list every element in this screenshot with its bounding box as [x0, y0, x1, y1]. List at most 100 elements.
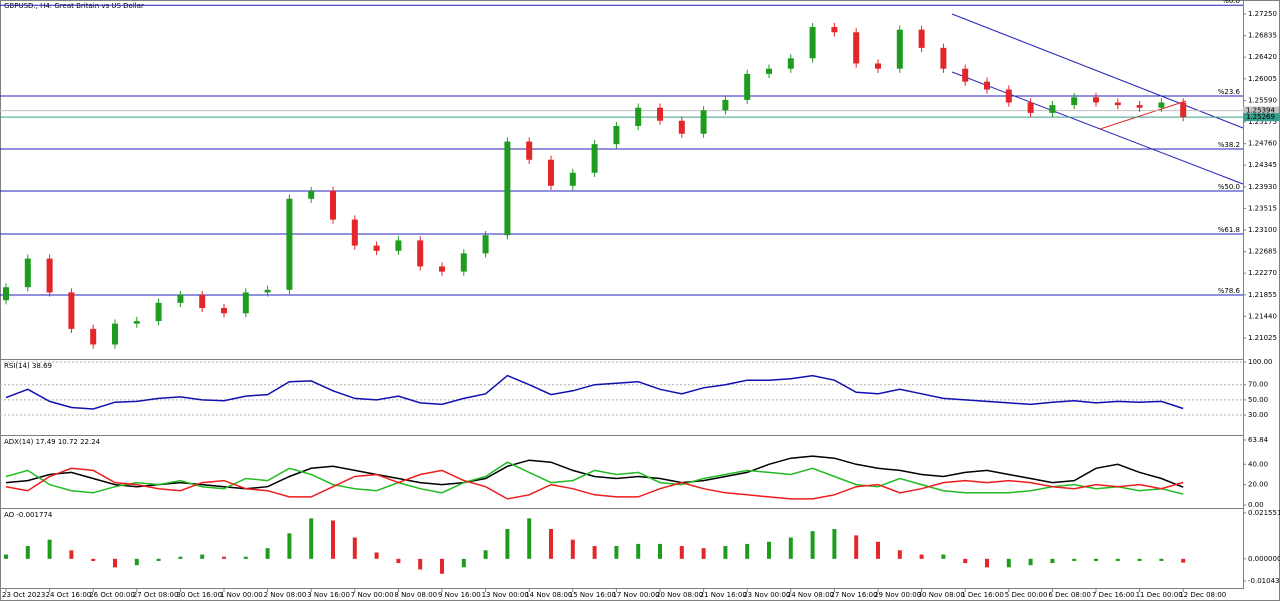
x-tick-label: 5 Dec 00:00: [1005, 591, 1048, 599]
ao-bar: [1137, 558, 1142, 561]
y-tick-label: 1.23930: [1248, 183, 1277, 191]
candle-body: [264, 289, 271, 293]
x-tick-label: 1 Dec 16:00: [961, 591, 1004, 599]
x-tick-label: 27 Oct 08:00: [133, 591, 179, 599]
ao-bar: [723, 546, 728, 559]
candle-body: [766, 68, 772, 74]
ao-bar: [331, 520, 335, 559]
candle-body: [133, 321, 140, 324]
fib-label: %50.0: [1218, 183, 1240, 191]
y-tick-label: 1.24760: [1248, 140, 1277, 148]
ao-bar: [788, 537, 793, 559]
candle-body: [1093, 97, 1099, 103]
ao-bar: [745, 543, 750, 559]
y-tick-label: 1.23515: [1248, 204, 1277, 212]
candle-body: [984, 81, 990, 90]
price-tag-label: 1.25394: [1246, 107, 1275, 115]
x-tick-label: 23 Oct 2023: [2, 591, 45, 599]
candle-body: [940, 47, 947, 69]
candle-body: [962, 68, 969, 82]
y-tick-label: 1.24345: [1248, 161, 1277, 169]
fib-label: %23.6: [1218, 88, 1241, 96]
y-tick-label: 0.000000: [1248, 555, 1280, 563]
y-tick-label: 50.00: [1248, 396, 1268, 404]
ao-bar: [832, 529, 837, 559]
ao-bar: [985, 558, 989, 568]
candle-body: [395, 240, 402, 251]
x-tick-label: 15 Nov 16:00: [569, 591, 616, 599]
ao-bar: [1050, 558, 1055, 564]
x-tick-label: 23 Nov 00:00: [743, 591, 790, 599]
candle-body: [1027, 102, 1034, 113]
ao-bar: [47, 539, 52, 559]
candle-body: [308, 190, 315, 199]
y-tick-label: -0.010434: [1248, 577, 1280, 585]
y-tick-label: 0.021551: [1248, 509, 1280, 517]
ao-bar: [156, 558, 161, 561]
candle-body: [809, 27, 816, 59]
x-tick-label: 30 Nov 08:00: [918, 591, 965, 599]
candle-body: [613, 125, 620, 145]
x-tick-label: 27 Nov 16:00: [830, 591, 877, 599]
x-tick-label: 9 Nov 16:00: [438, 591, 481, 599]
x-tick-label: 2 Nov 08:00: [264, 591, 307, 599]
candle-body: [1136, 105, 1143, 108]
candle-body: [853, 32, 860, 64]
ao-bar: [549, 529, 553, 559]
price-tag: [1243, 113, 1279, 122]
ao-bar: [1072, 558, 1077, 561]
x-tick-label: 6 Dec 08:00: [1048, 591, 1091, 599]
candle-body: [221, 308, 227, 314]
candle-body: [1005, 89, 1012, 103]
ao-bar: [69, 550, 74, 559]
candle-body: [24, 258, 31, 288]
candle-body: [90, 328, 97, 345]
candle-body: [722, 99, 729, 111]
x-tick-label: 1 Nov 00:00: [220, 591, 263, 599]
ao-bar: [461, 558, 466, 568]
ao-bar: [919, 554, 924, 559]
ao-bar: [1028, 558, 1033, 566]
candle-body: [242, 292, 249, 314]
ao-bar: [374, 552, 379, 559]
candle-body: [700, 110, 707, 134]
candle-body: [155, 302, 162, 322]
ao-bar: [418, 558, 423, 570]
ao-bar: [658, 543, 662, 559]
ao-bar: [4, 554, 8, 559]
y-tick-label: 1.21855: [1248, 291, 1277, 299]
ao-bar: [897, 550, 902, 559]
candle-body: [330, 190, 336, 220]
ao-bar: [352, 537, 357, 559]
ao-bar: [1094, 558, 1098, 561]
candle-body: [112, 323, 118, 345]
ao-bar: [854, 535, 859, 559]
candle-body: [526, 141, 533, 160]
x-tick-label: 13 Nov 00:00: [482, 591, 529, 599]
candle-body: [3, 287, 9, 301]
candle-body: [548, 159, 554, 186]
x-tick-label: 29 Nov 00:00: [874, 591, 921, 599]
ao-bar: [941, 554, 946, 559]
y-tick-label: 1.26835: [1248, 32, 1277, 40]
ao-bar: [505, 529, 510, 559]
y-tick-label: 40.00: [1248, 460, 1268, 468]
ao-bar: [636, 543, 641, 559]
adx-line: [5, 461, 1184, 495]
y-tick-label: 1.22685: [1248, 248, 1277, 256]
y-tick-label: 70.00: [1248, 381, 1268, 389]
rsi-line: [5, 374, 1184, 410]
x-tick-label: 30 Oct 16:00: [176, 591, 222, 599]
ao-bar: [701, 548, 706, 559]
candle-body: [896, 29, 903, 69]
x-tick-label: 11 Dec 00:00: [1136, 591, 1183, 599]
channel-line: [951, 71, 1244, 185]
price-tag-label: 1.25269: [1246, 113, 1275, 121]
candle-body: [373, 245, 380, 251]
ao-bar: [309, 518, 314, 559]
candle-body: [1114, 102, 1121, 106]
candle-body: [460, 253, 467, 272]
chart-title: GBPUSD., H4: Great Britain vs US Dollar: [4, 2, 144, 10]
x-tick-label: 8 Nov 08:00: [394, 591, 437, 599]
